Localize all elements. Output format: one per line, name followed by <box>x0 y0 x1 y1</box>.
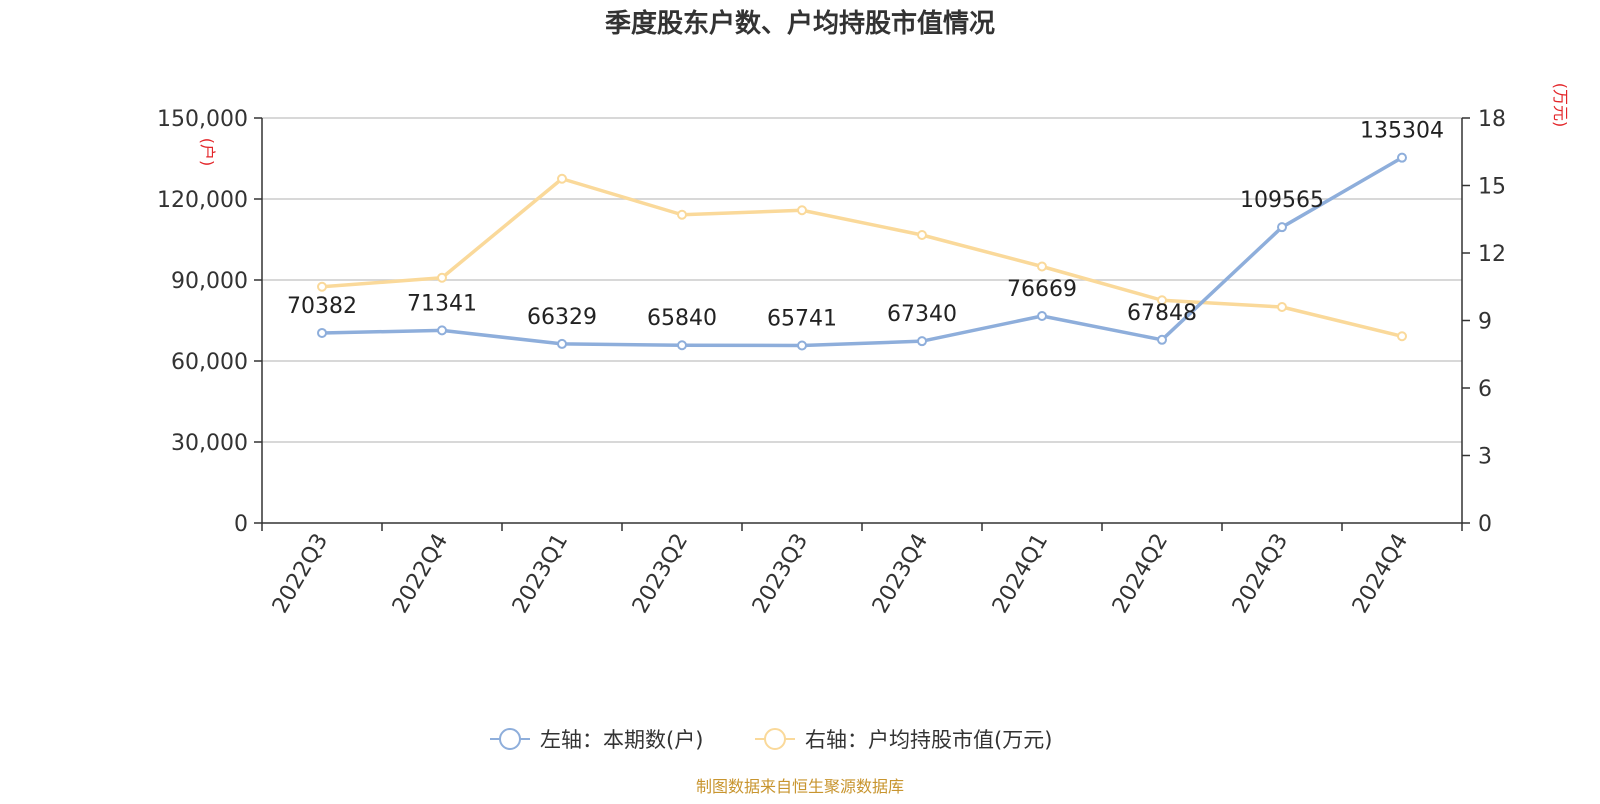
series-point-0 <box>1277 222 1287 233</box>
legend-label-households: 左轴：本期数(户) <box>540 728 703 752</box>
x-tick-label: 2023Q3 <box>748 530 813 618</box>
legend: 左轴：本期数(户) 右轴：户均持股市值(万元) <box>490 728 1052 752</box>
left-tick-label: 30,000 <box>171 431 248 456</box>
data-label: 65741 <box>767 306 837 331</box>
series-line-1 <box>321 177 1403 338</box>
series-point-0 <box>437 325 447 336</box>
data-label: 66329 <box>527 305 597 330</box>
series-point-1 <box>1037 261 1047 272</box>
series-point-0 <box>917 336 927 347</box>
legend-marker-households <box>499 728 521 750</box>
series-point-1 <box>557 173 567 184</box>
series-point-0 <box>1397 152 1407 163</box>
right-axis-unit: (万元) <box>1551 83 1570 128</box>
series-point-0 <box>1157 334 1167 345</box>
data-label: 76669 <box>1007 277 1077 302</box>
right-axis-ticks: 0 3 6 9 12 15 18 <box>1462 107 1506 537</box>
x-tick-label: 2023Q2 <box>628 530 693 618</box>
right-tick-label: 3 <box>1478 445 1492 470</box>
series-point-1 <box>917 230 927 240</box>
data-label: 65840 <box>647 306 717 331</box>
x-tick-label: 2022Q4 <box>388 530 453 618</box>
series-point-1 <box>1397 331 1407 342</box>
legend-label-avg-value: 右轴：户均持股市值(万元) <box>805 728 1052 752</box>
right-tick-label: 6 <box>1478 377 1492 402</box>
chart-title: 季度股东户数、户均持股市值情况 <box>605 8 995 39</box>
right-tick-label: 9 <box>1478 310 1492 335</box>
series-point-0 <box>677 340 687 351</box>
series-point-1 <box>317 281 327 292</box>
legend-marker-avg-value <box>764 728 786 750</box>
right-tick-label: 0 <box>1478 512 1492 537</box>
data-label: 67848 <box>1127 301 1197 326</box>
series-line-0 <box>321 156 1403 348</box>
x-tick-label: 2022Q3 <box>268 530 333 618</box>
data-label: 71341 <box>407 291 477 316</box>
data-label: 109565 <box>1240 188 1324 213</box>
series-point-1 <box>1157 295 1167 306</box>
x-axis-ticks: 2022Q3 2022Q4 2023Q1 2023Q2 2023Q3 2023Q4 2024… <box>261 523 1463 618</box>
left-tick-label: 60,000 <box>171 350 248 375</box>
series-point-1 <box>1277 302 1287 312</box>
right-tick-label: 18 <box>1478 107 1506 132</box>
legend-item-households[interactable]: 左轴：本期数(户) <box>490 728 703 752</box>
x-tick-label: 2024Q2 <box>1108 530 1173 618</box>
axes <box>261 118 1463 524</box>
left-tick-label: 120,000 <box>157 188 248 213</box>
data-label: 135304 <box>1360 119 1444 144</box>
series-lines <box>317 152 1407 351</box>
series-point-1 <box>797 205 807 216</box>
left-axis-ticks: 0 30,000 60,000 90,000 120,000 150,000 <box>157 107 262 537</box>
right-tick-label: 15 <box>1478 175 1506 200</box>
series-point-0 <box>1037 310 1047 321</box>
left-tick-label: 90,000 <box>171 269 248 294</box>
series-point-1 <box>437 272 447 283</box>
data-label: 67340 <box>887 302 957 327</box>
data-labels: 70382 71341 66329 65840 65741 67340 76669 67848… <box>287 119 1444 332</box>
x-tick-label: 2023Q1 <box>508 530 573 618</box>
x-tick-label: 2024Q3 <box>1228 530 1293 618</box>
grid-lines <box>262 117 1462 443</box>
x-tick-label: 2023Q4 <box>868 530 933 618</box>
left-axis-unit: (户) <box>198 138 217 167</box>
series-point-0 <box>557 338 567 349</box>
left-tick-label: 0 <box>234 512 248 537</box>
x-tick-label: 2024Q1 <box>988 530 1053 618</box>
series-point-0 <box>797 340 807 351</box>
series-point-1 <box>677 209 687 220</box>
legend-item-avg-value[interactable]: 右轴：户均持股市值(万元) <box>755 728 1052 752</box>
left-tick-label: 150,000 <box>157 107 248 132</box>
x-tick-label: 2024Q4 <box>1348 530 1413 618</box>
source-note: 制图数据来自恒生聚源数据库 <box>696 777 904 796</box>
right-tick-label: 12 <box>1478 242 1506 267</box>
data-label: 70382 <box>287 294 357 319</box>
series-point-0 <box>317 327 327 338</box>
